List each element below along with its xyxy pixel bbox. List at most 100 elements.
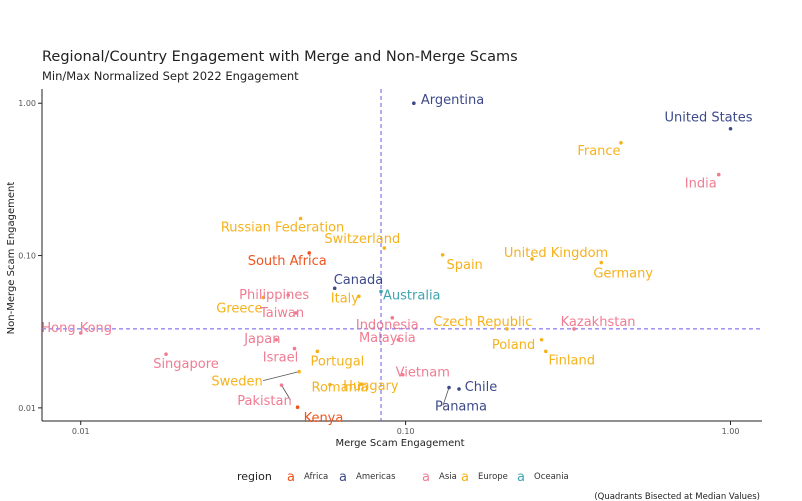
connector-sweden (262, 371, 300, 382)
label-finland: Finland (549, 353, 595, 368)
label-germany: Germany (593, 267, 653, 282)
point-sweden (297, 369, 301, 374)
point-singapore (164, 352, 168, 357)
x-ticks: 0.01 0.10 1.00 (72, 421, 740, 436)
legend-key-africa: a (287, 470, 295, 485)
point-hungary (359, 382, 363, 387)
point-hong-kong (78, 331, 83, 335)
y-tick-label: 0.01 (18, 404, 36, 413)
point-italy (357, 294, 361, 299)
label-france: France (577, 144, 620, 159)
point-united-states (728, 126, 733, 131)
label-argentina: Argentina (421, 93, 484, 108)
point-finland (543, 349, 548, 354)
legend-label-africa: Africa (304, 472, 328, 482)
data-labels: Argentina United States France India Russian… (41, 93, 752, 426)
point-vietnam (400, 372, 405, 377)
label-united-states: United States (664, 111, 752, 126)
label-poland: Poland (492, 338, 535, 353)
label-hong-kong: Hong Kong (41, 321, 112, 336)
label-taiwan: Taiwan (259, 306, 304, 321)
label-united-kingdom: United Kingdom (504, 246, 608, 261)
point-japan (274, 337, 279, 342)
point-united-kingdom (530, 257, 534, 261)
point-spain (440, 253, 445, 257)
legend-key-asia: a (422, 470, 430, 485)
label-singapore: Singapore (153, 357, 219, 372)
point-france (619, 140, 623, 145)
legend-key-europe: a (461, 470, 469, 485)
y-tick-label: 1.00 (18, 99, 36, 108)
chart-title: Regional/Country Engagement with Merge a… (42, 49, 518, 65)
data-points (78, 101, 733, 410)
point-taiwan (294, 311, 298, 315)
legend-label-asia: Asia (439, 472, 457, 482)
x-tick-label: 1.00 (722, 427, 740, 436)
point-israel (292, 346, 297, 351)
point-australia (379, 289, 383, 294)
label-indonesia: Indonesia (356, 318, 419, 333)
label-russian-federation: Russian Federation (221, 221, 344, 236)
point-chile (457, 387, 461, 391)
connector-panama (442, 387, 450, 406)
point-india (716, 172, 721, 177)
label-chile: Chile (465, 380, 498, 395)
legend-items: a Africa a Americas a Asia a Europe a Oceania (287, 470, 569, 485)
point-russian-federation (298, 216, 303, 221)
point-greece (261, 295, 266, 300)
point-kazakhstan (572, 327, 576, 331)
median-lines (42, 89, 762, 421)
point-kenya (295, 405, 300, 410)
x-tick-label: 0.01 (72, 427, 90, 436)
point-indonesia (390, 316, 395, 320)
point-argentina (412, 101, 416, 106)
label-spain: Spain (446, 258, 482, 273)
label-romania: Romania (312, 381, 369, 396)
legend-key-americas: a (339, 470, 347, 485)
label-kenya: Kenya (304, 411, 344, 426)
label-switzerland: Switzerland (324, 232, 400, 247)
point-switzerland (382, 246, 387, 250)
label-kazakhstan: Kazakhstan (561, 315, 636, 330)
label-czech-republic: Czech Republic (433, 315, 532, 330)
legend-title: region (237, 470, 272, 483)
label-panama: Panama (435, 400, 487, 415)
label-pakistan: Pakistan (237, 394, 291, 409)
legend-label-americas: Americas (356, 472, 396, 482)
point-germany (599, 260, 604, 265)
label-portugal: Portugal (310, 354, 364, 369)
point-malaysia (396, 337, 401, 342)
y-tick-label: 0.10 (18, 252, 36, 261)
axes (41, 89, 762, 422)
point-romania (328, 382, 332, 387)
chart-caption: (Quadrants Bisected at Median Values) (594, 492, 760, 501)
point-panama (447, 385, 451, 390)
label-australia: Australia (383, 289, 441, 304)
label-connectors (262, 371, 450, 406)
label-vietnam: Vietnam (396, 366, 450, 381)
label-israel: Israel (263, 351, 299, 366)
label-sweden: Sweden (211, 375, 262, 390)
label-malaysia: Malaysia (359, 331, 416, 346)
point-canada (332, 286, 337, 291)
point-portugal (315, 349, 320, 354)
label-hungary: Hungary (343, 379, 399, 394)
label-italy: Italy (331, 291, 360, 306)
point-south-africa (307, 251, 312, 255)
label-south-africa: South Africa (248, 254, 327, 269)
legend-key-oceania: a (517, 470, 525, 485)
label-philippines: Philippines (239, 288, 309, 303)
legend: region a Africa a Americas a Asia a Europe a Ocea… (237, 470, 569, 485)
y-axis-title: Non-Merge Scam Engagement (6, 182, 17, 335)
y-ticks: 0.01 0.10 1.00 (18, 99, 42, 413)
point-pakistan (279, 383, 284, 387)
label-greece: Greece (216, 302, 262, 317)
legend-label-oceania: Oceania (534, 472, 569, 482)
x-axis-title: Merge Scam Engagement (335, 438, 464, 449)
legend-label-europe: Europe (478, 472, 508, 482)
point-poland (539, 337, 544, 342)
x-tick-label: 0.10 (397, 427, 415, 436)
chart-subtitle: Min/Max Normalized Sept 2022 Engagement (42, 69, 299, 83)
point-czech-republic (505, 327, 509, 331)
